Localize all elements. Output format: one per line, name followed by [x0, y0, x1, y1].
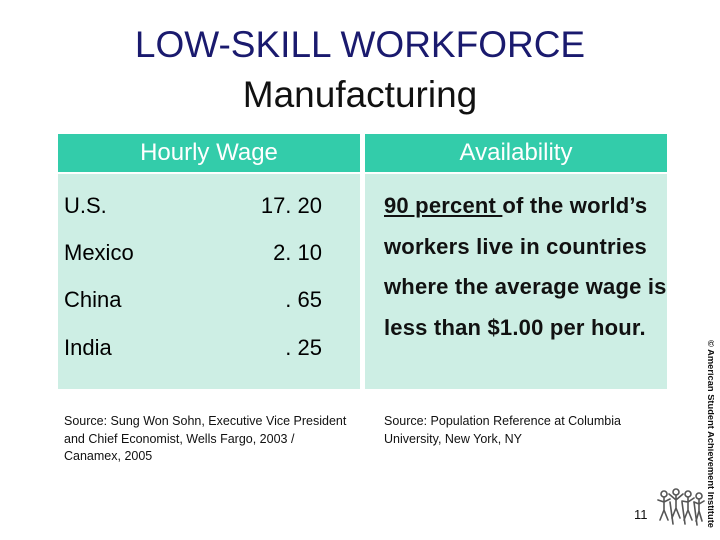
availability-header-label: Availability	[459, 139, 573, 166]
country-us: U.S.	[64, 193, 107, 218]
wage-source: Source: Sung Won Sohn, Executive Vice Pr…	[64, 414, 347, 463]
hourly-wage-header-label: Hourly Wage	[140, 139, 278, 166]
country-china: China	[64, 287, 122, 312]
availability-text: 90 percent of the world’s workers live i…	[384, 186, 674, 348]
slide-title: LOW-SKILL WORKFORCE	[134, 24, 586, 65]
availability-source: Source: Population Reference at Columbia…	[384, 414, 621, 446]
wage-china: . 65	[285, 287, 322, 312]
copyright-text: © American Student Achievement Institute	[705, 340, 714, 528]
availability-underlined: 90 percent	[384, 193, 503, 218]
slide-subtitle: Manufacturing	[242, 74, 478, 115]
hourly-wage-header: Hourly Wage	[58, 134, 360, 172]
country-mexico: Mexico	[64, 240, 134, 265]
page-number: 11	[634, 507, 648, 522]
copyright-notice: © American Student Achievement Institute	[705, 340, 714, 528]
availability-body: of the world’s workers live in countries…	[384, 193, 667, 340]
availability-header: Availability	[365, 134, 667, 172]
country-india: India	[64, 335, 112, 360]
wage-mexico: 2. 10	[273, 240, 322, 265]
availability-panel	[365, 174, 667, 389]
wage-us: 17. 20	[260, 193, 322, 218]
wage-panel	[58, 174, 360, 389]
wage-india: . 25	[285, 335, 322, 360]
institute-logo-icon	[657, 488, 705, 526]
